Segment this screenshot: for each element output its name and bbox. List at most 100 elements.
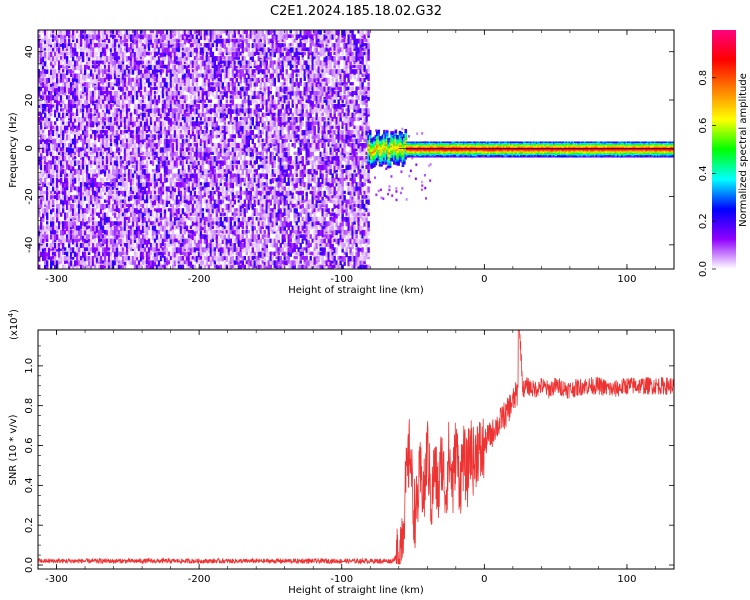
heatmap-cell bbox=[107, 182, 111, 186]
heatmap-cell bbox=[87, 160, 91, 166]
heatmap-cell bbox=[53, 86, 57, 92]
heatmap-cell bbox=[79, 221, 83, 226]
heatmap-cell bbox=[69, 82, 73, 87]
heatmap-cell bbox=[173, 186, 177, 193]
heatmap-cell bbox=[55, 99, 59, 105]
heatmap-cell bbox=[157, 121, 161, 127]
heatmap-cell bbox=[79, 195, 83, 201]
heatmap-cell bbox=[183, 182, 187, 189]
heatmap-cell bbox=[233, 125, 237, 131]
heatmap-cell bbox=[85, 95, 89, 100]
heatmap-cell bbox=[163, 169, 167, 174]
heatmap-cell bbox=[213, 142, 217, 149]
heatmap-cell bbox=[49, 95, 53, 101]
heatmap-cell bbox=[169, 60, 173, 64]
heatmap-cell bbox=[89, 164, 93, 169]
heatmap-cell bbox=[159, 199, 163, 205]
heatmap-cell bbox=[137, 195, 141, 200]
heatmap-cell bbox=[97, 60, 101, 67]
heatmap-cell bbox=[121, 156, 125, 160]
heatmap-cell bbox=[73, 60, 77, 67]
heatmap-cell bbox=[41, 216, 45, 222]
heatmap-cell bbox=[247, 190, 251, 195]
heatmap-cell bbox=[51, 229, 55, 235]
heatmap-cell bbox=[49, 56, 53, 62]
heatmap-cell bbox=[209, 51, 213, 58]
heatmap-cell bbox=[225, 177, 229, 182]
heatmap-cell bbox=[119, 43, 123, 47]
heatmap-cell bbox=[219, 112, 223, 119]
heatmap-cell bbox=[65, 73, 69, 78]
heatmap-cell bbox=[133, 229, 137, 235]
heatmap-cell bbox=[139, 229, 143, 235]
heatmap-cell bbox=[109, 30, 113, 34]
heatmap-cell bbox=[201, 216, 205, 221]
heatmap-cell bbox=[153, 69, 157, 74]
heatmap-cell bbox=[125, 147, 129, 154]
heatmap-cell bbox=[135, 69, 139, 76]
heatmap-cell bbox=[217, 260, 221, 266]
heatmap-cell bbox=[79, 186, 83, 193]
heatmap-cell bbox=[155, 30, 159, 35]
heatmap-cell bbox=[60, 269, 62, 274]
heatmap-cell bbox=[163, 173, 167, 178]
heatmap-cell bbox=[43, 225, 47, 232]
heatmap-cell bbox=[167, 138, 171, 144]
heatmap-cell bbox=[71, 225, 75, 229]
heatmap-cell bbox=[211, 156, 215, 160]
heatmap-cell bbox=[253, 225, 257, 231]
heatmap-cell bbox=[57, 142, 61, 148]
heatmap-cell bbox=[211, 182, 215, 188]
heatmap-cell bbox=[243, 38, 247, 43]
heatmap-cell bbox=[157, 182, 161, 188]
heatmap-cell bbox=[129, 177, 133, 184]
heatmap-cell bbox=[169, 47, 173, 52]
heatmap-cell bbox=[227, 182, 231, 186]
heatmap-cell bbox=[221, 186, 225, 192]
heatmap-cell bbox=[69, 43, 73, 49]
heatmap-cell bbox=[159, 73, 163, 78]
heatmap-cell bbox=[189, 147, 193, 152]
heatmap-cell bbox=[107, 38, 111, 43]
heatmap-cell bbox=[97, 264, 101, 269]
heatmap-cell bbox=[189, 199, 193, 205]
heatmap-cell bbox=[157, 173, 161, 179]
heatmap-cell bbox=[85, 108, 89, 113]
heatmap-cell bbox=[155, 216, 159, 223]
heatmap-cell bbox=[163, 142, 167, 149]
heatmap-cell bbox=[113, 138, 117, 144]
heatmap-cell bbox=[247, 221, 251, 226]
heatmap-cell bbox=[179, 212, 183, 218]
heatmap-cell bbox=[151, 195, 155, 201]
heatmap-cell bbox=[93, 173, 97, 177]
heatmap-cell bbox=[83, 234, 87, 239]
heatmap-cell bbox=[193, 38, 197, 44]
heatmap-cell bbox=[231, 38, 235, 43]
heatmap-cell bbox=[203, 195, 207, 200]
heatmap-cell bbox=[130, 269, 132, 273]
heatmap-cell bbox=[247, 147, 251, 152]
heatmap-cell bbox=[59, 134, 63, 140]
heatmap-cell bbox=[199, 208, 203, 214]
heatmap-cell bbox=[111, 129, 115, 136]
heatmap-cell bbox=[75, 108, 79, 115]
heatmap-cell bbox=[73, 216, 77, 221]
heatmap-cell bbox=[139, 30, 143, 35]
heatmap-cell bbox=[195, 103, 199, 108]
heatmap-cell bbox=[105, 30, 109, 34]
heatmap-cell bbox=[59, 190, 63, 195]
heatmap-cell bbox=[57, 77, 61, 84]
heatmap-cell bbox=[147, 64, 151, 71]
heatmap-cell bbox=[109, 95, 113, 102]
heatmap-cell bbox=[251, 90, 255, 96]
heatmap-cell bbox=[153, 38, 157, 43]
heatmap-cell bbox=[175, 108, 179, 113]
heatmap-cell bbox=[221, 229, 225, 234]
heatmap-cell bbox=[83, 112, 87, 118]
heatmap-cell bbox=[195, 134, 199, 140]
heatmap-cell bbox=[251, 212, 255, 217]
heatmap-cell bbox=[129, 203, 133, 208]
heatmap-cell bbox=[38, 234, 41, 239]
heatmap-cell bbox=[215, 73, 219, 79]
heatmap-cell bbox=[109, 160, 113, 166]
